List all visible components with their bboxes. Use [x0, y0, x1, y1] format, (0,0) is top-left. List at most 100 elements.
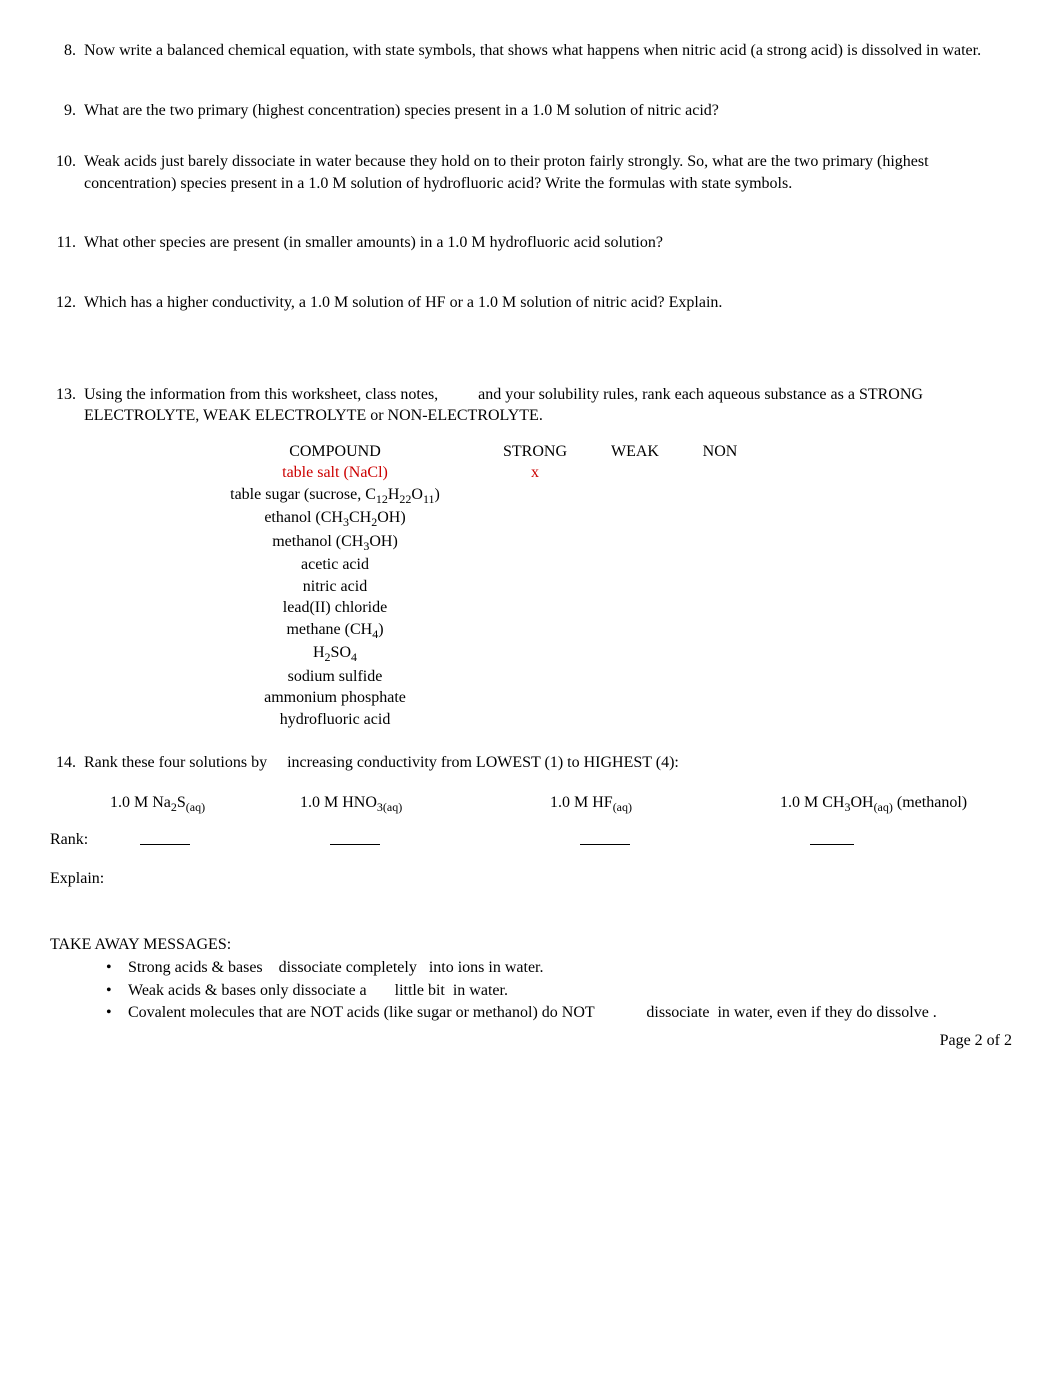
- bullet-list: • Strong acids & bases dissociate comple…: [106, 957, 1012, 1024]
- t: H: [313, 644, 325, 661]
- qnum: 9.: [50, 100, 84, 122]
- blank-cell: [580, 829, 810, 852]
- blank-cell: [810, 829, 854, 852]
- table-row: table salt (NaCl) x: [190, 462, 1012, 484]
- compound-sodium: sodium sulfide: [190, 666, 480, 688]
- qnum: 13.: [50, 384, 84, 427]
- s: 11: [423, 492, 435, 506]
- t: Covalent molecules that are NOT acids (l…: [128, 1004, 598, 1021]
- compound-methanol: methanol (CH3OH): [190, 531, 480, 554]
- cell: [680, 462, 760, 484]
- table-row: methane (CH4): [190, 619, 1012, 642]
- solution-4: 1.0 M CH3OH(aq) (methanol): [780, 792, 967, 815]
- bullet-text: Strong acids & bases dissociate complete…: [128, 957, 544, 979]
- t: Weak acids & bases only dissociate a: [128, 982, 371, 999]
- table-row: table sugar (sucrose, C12H22O11): [190, 484, 1012, 507]
- mark-strong: x: [480, 462, 590, 484]
- table-header-row: COMPOUND STRONG WEAK NON: [190, 441, 1012, 463]
- question-13: 13. Using the information from this work…: [50, 384, 1012, 427]
- question-11: 11. What other species are present (in s…: [50, 232, 1012, 254]
- text: conductivity from LOWEST (1) to HIGHEST …: [357, 754, 679, 771]
- rank-blank[interactable]: [330, 829, 380, 845]
- rank-blank[interactable]: [810, 829, 854, 845]
- table-row: sodium sulfide: [190, 666, 1012, 688]
- blank-cell: [140, 829, 330, 852]
- qnum: 10.: [50, 151, 84, 194]
- takeaway-section: TAKE AWAY MESSAGES: • Strong acids & bas…: [50, 934, 1012, 1024]
- t: O: [411, 486, 423, 503]
- t: Strong acids & bases: [128, 959, 267, 976]
- question-10: 10. Weak acids just barely dissociate in…: [50, 151, 1012, 194]
- text: other: [123, 234, 156, 251]
- compound-sucrose: table sugar (sucrose, C12H22O11): [190, 484, 480, 507]
- rank-label: Rank:: [50, 829, 140, 852]
- compound-acetic: acetic acid: [190, 554, 480, 576]
- text: What: [84, 234, 123, 251]
- t: OH: [850, 794, 873, 811]
- rank-blank[interactable]: [580, 829, 630, 845]
- text: Rank these four solutions by: [84, 754, 271, 771]
- table-row: acetic acid: [190, 554, 1012, 576]
- bullet-icon: •: [106, 980, 128, 1002]
- bullet-icon: •: [106, 957, 128, 979]
- table-row: ethanol (CH3CH2OH): [190, 507, 1012, 530]
- t: 1.0 M Na: [110, 794, 171, 811]
- text: species are present (in smaller amounts)…: [160, 234, 663, 251]
- s: (aq): [613, 800, 632, 814]
- t: dissociate: [646, 1004, 709, 1021]
- t: in water.: [453, 982, 508, 999]
- bullet-icon: •: [106, 1002, 128, 1024]
- rank-row: Rank:: [50, 829, 1012, 852]
- text: and: [478, 386, 501, 403]
- question-14: 14. Rank these four solutions by increas…: [50, 752, 1012, 774]
- s: (aq): [186, 800, 205, 814]
- table-row: nitric acid: [190, 576, 1012, 598]
- text: Using the information from this workshee…: [84, 386, 442, 403]
- t: ): [435, 486, 440, 503]
- rank-blank[interactable]: [140, 829, 190, 845]
- question-8: 8. Now write a balanced chemical equatio…: [50, 40, 1012, 62]
- t: ): [378, 621, 383, 638]
- takeaway-title: TAKE AWAY MESSAGES:: [50, 934, 1012, 956]
- cell: [590, 462, 680, 484]
- t: dissociate completely: [279, 959, 417, 976]
- explain-label: Explain:: [50, 868, 1012, 890]
- text: increasing: [287, 754, 353, 771]
- compound-nitric: nitric acid: [190, 576, 480, 598]
- table-row: hydrofluoric acid: [190, 709, 1012, 731]
- bullet-text: Covalent molecules that are NOT acids (l…: [128, 1002, 937, 1024]
- header-non: NON: [680, 441, 760, 463]
- t: into ions in water.: [429, 959, 544, 976]
- s: 4: [351, 650, 357, 664]
- solutions-row: 1.0 M Na2S(aq) 1.0 M HNO3(aq) 1.0 M HF(a…: [110, 792, 1012, 815]
- page-footer: Page 2 of 2: [50, 1030, 1012, 1052]
- qtext: What other species are present (in small…: [84, 232, 1012, 254]
- t: CH: [349, 509, 371, 526]
- compound-lead: lead(II) chloride: [190, 597, 480, 619]
- table-row: ammonium phosphate: [190, 687, 1012, 709]
- qtext: What are the two primary (highest concen…: [84, 100, 1012, 122]
- header-strong: STRONG: [480, 441, 590, 463]
- t: methane (CH: [286, 621, 372, 638]
- solution-1: 1.0 M Na2S(aq): [110, 792, 300, 815]
- t: H: [388, 486, 400, 503]
- s: 12: [376, 492, 388, 506]
- compound-table: COMPOUND STRONG WEAK NON table salt (NaC…: [190, 441, 1012, 731]
- question-12: 12. Which has a higher conductivity, a 1…: [50, 292, 1012, 314]
- qtext: Which has a higher conductivity, a 1.0 M…: [84, 292, 1012, 314]
- compound-methane: methane (CH4): [190, 619, 480, 642]
- qtext: Now write a balanced chemical equation, …: [84, 40, 1012, 62]
- s: (aq): [874, 800, 893, 814]
- header-compound: COMPOUND: [190, 441, 480, 463]
- qnum: 12.: [50, 292, 84, 314]
- solution-3: 1.0 M HF(aq): [550, 792, 780, 815]
- bullet-item: • Weak acids & bases only dissociate a l…: [106, 980, 1012, 1002]
- s: 22: [399, 492, 411, 506]
- t: 1.0 M CH: [780, 794, 844, 811]
- t: S: [177, 794, 186, 811]
- bullet-text: Weak acids & bases only dissociate a lit…: [128, 980, 508, 1002]
- qtext: Rank these four solutions by increasing …: [84, 752, 1012, 774]
- table-row: methanol (CH3OH): [190, 531, 1012, 554]
- compound-nacl: table salt (NaCl): [190, 462, 480, 484]
- t: OH): [377, 509, 405, 526]
